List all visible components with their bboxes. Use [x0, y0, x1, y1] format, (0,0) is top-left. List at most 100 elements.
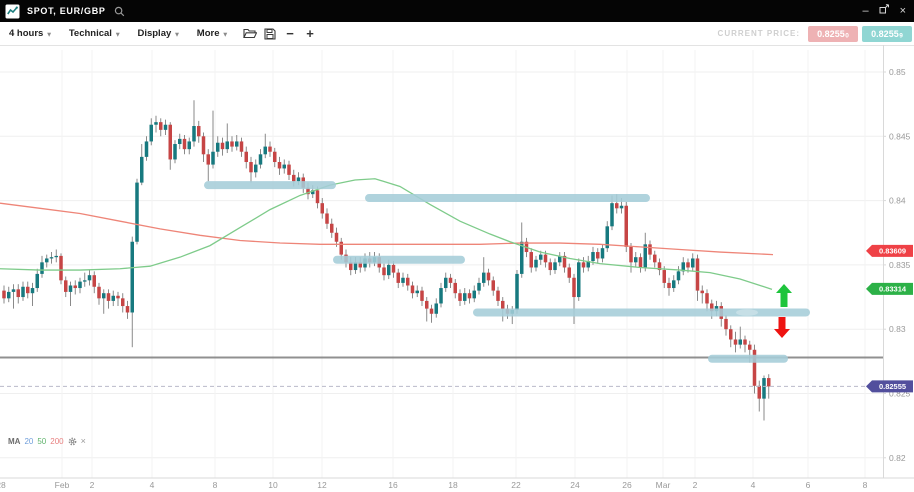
- zone-band[interactable]: [473, 308, 810, 317]
- bull-candle-body: [577, 262, 581, 298]
- candle: [467, 289, 472, 304]
- candle: [130, 236, 134, 348]
- ma-settings-gear-icon[interactable]: [68, 437, 77, 446]
- candle: [406, 273, 410, 291]
- candle: [68, 281, 73, 307]
- up-arrow[interactable]: [776, 284, 792, 307]
- bear-candle-body: [244, 151, 248, 163]
- badge-tag: [866, 380, 913, 393]
- bear-candle-body: [159, 122, 163, 130]
- candle: [738, 326, 742, 349]
- sr-zone-resistance-1[interactable]: [204, 181, 336, 190]
- candle: [159, 118, 163, 137]
- ma50-period: 50: [37, 436, 47, 446]
- current-price-label: CURRENT PRICE:: [717, 29, 800, 38]
- display-dropdown[interactable]: Display ▾: [137, 28, 179, 39]
- bear-candle-body: [92, 275, 96, 287]
- candle: [135, 178, 139, 245]
- close-button[interactable]: ×: [899, 5, 906, 17]
- candle: [600, 244, 605, 263]
- x-axis-label: Feb: [55, 480, 70, 490]
- bear-candle-body: [596, 252, 600, 259]
- open-folder-icon[interactable]: [240, 22, 260, 45]
- popout-button[interactable]: [874, 0, 895, 22]
- candle: [767, 374, 771, 399]
- grid-layer: 0.850.8450.840.8350.830.8250.8228Feb2481…: [0, 45, 914, 490]
- zoom-in-button[interactable]: +: [306, 26, 314, 41]
- sr-zone-support-1[interactable]: [333, 255, 465, 264]
- candle: [201, 132, 206, 163]
- bull-candle-body: [149, 124, 153, 142]
- sr-zone-resistance-2[interactable]: [365, 194, 650, 203]
- candle: [676, 266, 681, 285]
- bull-candle-body: [211, 151, 215, 165]
- save-icon[interactable]: [260, 22, 280, 45]
- search-icon[interactable]: [114, 6, 125, 17]
- bull-candle-body: [35, 273, 39, 289]
- bull-candle-body: [54, 255, 58, 258]
- bull-candle-body: [135, 182, 139, 242]
- x-axis-label: 12: [317, 480, 327, 490]
- bear-candle-body: [206, 154, 210, 165]
- candle: [45, 254, 49, 268]
- candle: [249, 156, 253, 183]
- minimize-button[interactable]: –: [862, 5, 869, 17]
- bull-candle-body: [87, 275, 92, 281]
- sr-zone-support-2[interactable]: [473, 308, 810, 317]
- zone-band[interactable]: [204, 181, 336, 190]
- candle: [415, 285, 419, 298]
- bear-candle-body: [705, 293, 709, 304]
- more-dropdown[interactable]: More ▾: [196, 28, 227, 39]
- bull-candle-body: [111, 295, 115, 301]
- ma-legend-label: MA: [8, 436, 21, 446]
- candle: [529, 248, 533, 273]
- candle: [273, 147, 277, 168]
- bull-candle-body: [534, 259, 538, 268]
- ask-price-chip[interactable]: 0.8255 9: [862, 25, 912, 42]
- candle: [40, 255, 44, 278]
- zone-band[interactable]: [333, 255, 465, 264]
- bear-candle-body: [638, 257, 643, 268]
- bid-price-chip[interactable]: 0.8255 0: [808, 25, 858, 42]
- bull-candle-body: [643, 244, 647, 268]
- y-axis-label: 0.83: [889, 324, 906, 334]
- candle: [558, 252, 562, 267]
- candle: [144, 136, 149, 161]
- candle: [116, 291, 120, 307]
- x-axis-label: 2: [693, 480, 698, 490]
- candle: [743, 335, 747, 353]
- bull-candle-body: [140, 156, 144, 183]
- candle: [705, 289, 709, 312]
- bear-candle-body: [268, 146, 272, 152]
- x-axis-label: 4: [150, 480, 155, 490]
- zoom-out-button[interactable]: −: [286, 26, 294, 41]
- candle: [178, 133, 182, 150]
- chevron-down-icon: ▾: [47, 31, 51, 38]
- app-logo-icon: [5, 4, 20, 18]
- candle: [220, 137, 225, 156]
- zone-band[interactable]: [365, 194, 650, 203]
- candle: [681, 257, 685, 276]
- timeframe-dropdown[interactable]: 4 hours ▾: [9, 28, 51, 39]
- down-arrow[interactable]: [774, 317, 790, 338]
- candle: [16, 284, 20, 304]
- bear-candle-body: [667, 282, 671, 289]
- price-chart-canvas[interactable]: 0.850.8450.840.8350.830.8250.8228Feb2481…: [0, 45, 914, 492]
- bull-candle-body: [681, 262, 685, 272]
- ma-remove-icon[interactable]: ×: [80, 436, 86, 446]
- sr-zone-support-3[interactable]: [708, 354, 788, 363]
- bear-candle-body: [125, 306, 130, 313]
- candle: [225, 123, 229, 154]
- candle: [695, 254, 700, 301]
- candle: [762, 375, 766, 421]
- zone-band[interactable]: [708, 354, 788, 363]
- candle: [2, 285, 6, 304]
- bull-candle-body: [444, 277, 448, 289]
- bear-candle-body: [548, 262, 552, 271]
- bear-candle-body: [496, 290, 500, 301]
- bull-candle-body: [472, 290, 476, 299]
- candle: [444, 272, 448, 292]
- candle: [657, 258, 662, 276]
- technical-dropdown[interactable]: Technical ▾: [68, 28, 120, 39]
- bear-candle-body: [97, 286, 101, 299]
